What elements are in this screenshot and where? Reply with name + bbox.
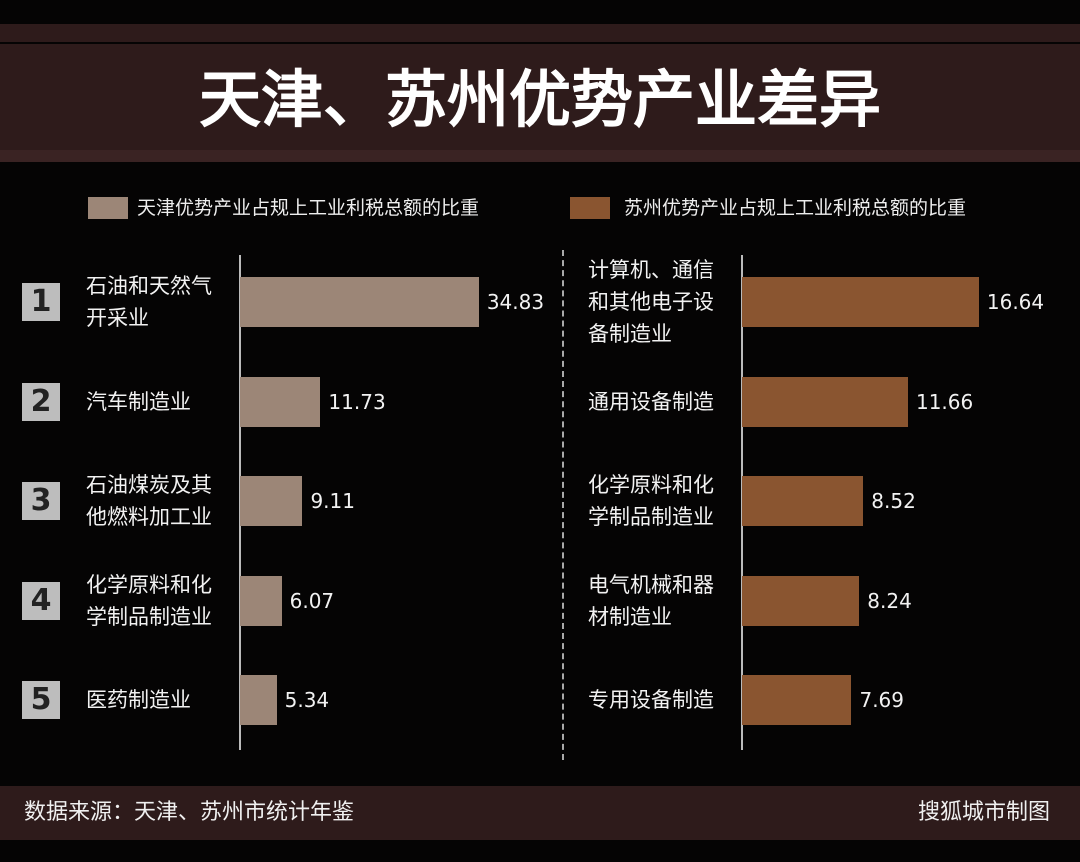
title: 天津、苏州优势产业差异 bbox=[198, 63, 881, 136]
bar bbox=[742, 576, 860, 626]
rank-badge: 2 bbox=[22, 383, 60, 421]
bar bbox=[240, 675, 277, 725]
source: 数据来源：天津、苏州市统计年鉴 bbox=[24, 800, 355, 825]
value-label: 8.24 bbox=[867, 589, 912, 613]
legend-swatch bbox=[88, 197, 128, 219]
rank-badge: 5 bbox=[22, 681, 60, 719]
bar bbox=[742, 675, 852, 725]
header-stripe bbox=[0, 24, 1080, 42]
credit: 搜狐城市制图 bbox=[917, 800, 1050, 825]
legend-label: 天津优势产业占规上工业利税总额的比重 bbox=[137, 197, 480, 219]
category-label: 石油和天然气开采业 bbox=[86, 274, 212, 330]
category-label: 化学原料和化学制品制造业 bbox=[588, 473, 714, 529]
bar bbox=[742, 377, 908, 427]
header-stripe bbox=[0, 150, 1080, 162]
bar bbox=[240, 476, 303, 526]
bar bbox=[240, 277, 479, 327]
divider bbox=[562, 250, 564, 760]
value-label: 9.11 bbox=[310, 489, 355, 513]
category-label: 医药制造业 bbox=[86, 688, 191, 712]
value-label: 6.07 bbox=[289, 589, 335, 613]
category-label: 化学原料和化学制品制造业 bbox=[86, 573, 212, 629]
category-label: 计算机、通信和其他电子设备制造业 bbox=[588, 258, 714, 346]
rank-badge: 3 bbox=[22, 482, 60, 520]
header-band bbox=[0, 44, 1080, 150]
value-label: 11.73 bbox=[328, 390, 386, 414]
value-label: 34.83 bbox=[486, 290, 545, 314]
category-label: 石油煤炭及其他燃料加工业 bbox=[86, 473, 212, 529]
value-label: 11.66 bbox=[915, 390, 974, 414]
bar bbox=[742, 277, 979, 327]
rank-badge: 1 bbox=[22, 283, 60, 321]
category-label: 专用设备制造 bbox=[588, 688, 714, 712]
legend-swatch bbox=[570, 197, 610, 219]
value-label: 16.64 bbox=[986, 290, 1045, 314]
bar bbox=[742, 476, 864, 526]
value-label: 7.69 bbox=[859, 688, 904, 712]
category-label: 通用设备制造 bbox=[588, 390, 714, 414]
value-label: 8.52 bbox=[871, 489, 916, 513]
bar bbox=[240, 576, 282, 626]
legend-label: 苏州优势产业占规上工业利税总额的比重 bbox=[624, 197, 967, 219]
value-label: 5.34 bbox=[284, 688, 330, 712]
bar bbox=[240, 377, 321, 427]
category-label: 电气机械和器材制造业 bbox=[588, 573, 714, 629]
rank-badge: 4 bbox=[22, 582, 60, 620]
category-label: 汽车制造业 bbox=[86, 390, 191, 414]
footer-band bbox=[0, 786, 1080, 840]
